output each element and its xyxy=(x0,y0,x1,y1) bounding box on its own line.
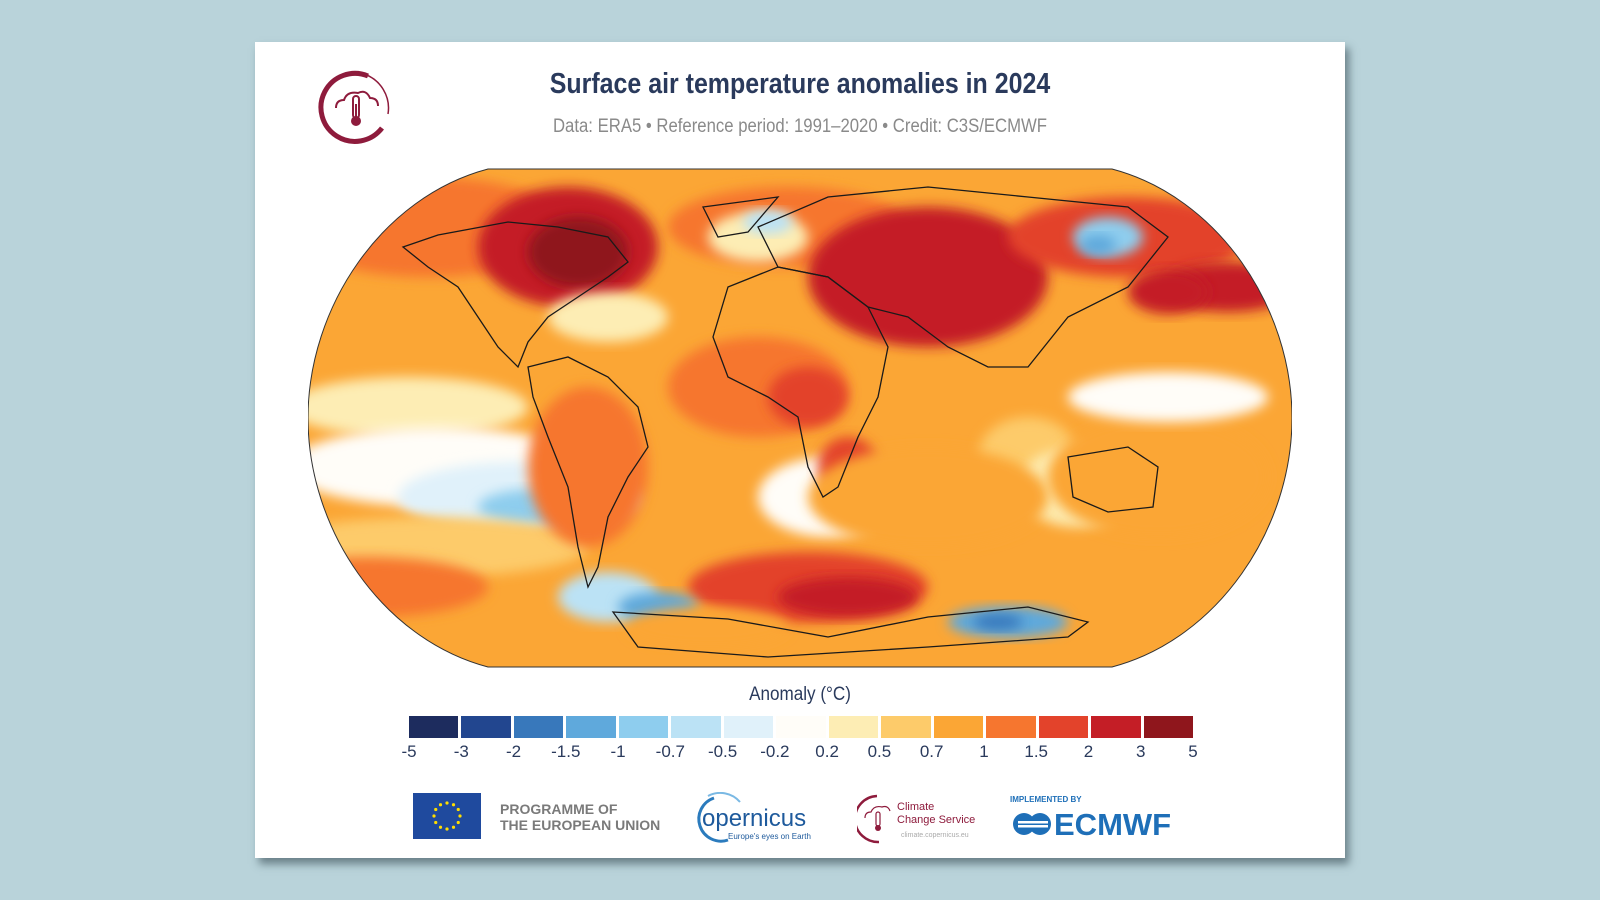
colorbar-tick-label: 2 xyxy=(1083,742,1094,761)
anomaly-region xyxy=(808,207,1048,347)
c3s-line1: Climate xyxy=(897,801,934,813)
anomaly-region xyxy=(1048,417,1268,537)
c3s-line2: Change Service xyxy=(897,814,975,826)
coastline xyxy=(527,356,649,589)
colorbar-tick-label: 0.5 xyxy=(867,742,892,761)
copernicus-tagline: Europe's eyes on Earth xyxy=(728,832,811,841)
c3s-footer-logo: Climate Change Service climate.copernicu… xyxy=(857,794,975,844)
colorbar-tick-label: -3 xyxy=(453,742,469,761)
colorbar-tick-label: 1.5 xyxy=(1024,742,1049,761)
c3s-logo-icon xyxy=(318,70,390,144)
eu-star xyxy=(432,814,436,818)
eu-star xyxy=(434,807,438,812)
copernicus-logo: opernicus Europe's eyes on Earth xyxy=(697,792,811,843)
anomaly-region xyxy=(768,367,848,427)
colorbar-bin xyxy=(461,716,511,738)
coastline xyxy=(611,606,1090,658)
colorbar-tick-label: 0.2 xyxy=(815,742,839,761)
anomaly-region xyxy=(808,447,1048,547)
colorbar-bin xyxy=(513,716,564,738)
eu-star xyxy=(445,801,449,805)
colorbar-bin xyxy=(828,716,879,738)
anomaly-region xyxy=(1128,270,1208,314)
colorbar-tick-label: -0.7 xyxy=(655,742,685,761)
eu-star xyxy=(438,825,443,829)
anomaly-map xyxy=(308,168,1292,668)
eu-star xyxy=(456,807,460,812)
ecmwf-logo: IMPLEMENTED BY ECMWF xyxy=(1010,795,1171,842)
eu-star xyxy=(451,825,456,829)
colorbar-bin xyxy=(986,716,1036,738)
colorbar-bin xyxy=(618,716,669,738)
colorbar-tick-label: 1 xyxy=(979,742,989,761)
colorbar-bin xyxy=(933,716,984,738)
colorbar-bin xyxy=(1143,716,1194,738)
anomaly-region xyxy=(778,577,918,617)
eu-text-line2: THE EUROPEAN UNION xyxy=(500,817,661,833)
colorbar-tick-label: -5 xyxy=(401,742,417,761)
c3s-url: climate.copernicus.eu xyxy=(901,832,969,839)
eu-star xyxy=(438,803,443,807)
ecmwf-wordmark: ECMWF xyxy=(1054,807,1171,842)
anomaly-region xyxy=(1080,235,1116,255)
colorbar-tick-label: 3 xyxy=(1135,742,1146,761)
colorbar-tick-label: -2 xyxy=(505,742,522,761)
colorbar-bin xyxy=(776,716,826,738)
anomaly-region xyxy=(528,217,628,287)
colorbar-tick-label: -0.5 xyxy=(707,742,738,761)
anomaly-region xyxy=(743,210,793,234)
coastline xyxy=(702,196,780,238)
anomaly-region xyxy=(308,377,528,437)
colorbar-bin xyxy=(1038,716,1089,738)
eu-text-line1: PROGRAMME OF xyxy=(500,801,618,817)
colorbar-tick-label: -1.5 xyxy=(551,742,581,761)
eu-programme-text: PROGRAMME OF THE EUROPEAN UNION xyxy=(500,801,660,833)
ecmwf-implemented-by: IMPLEMENTED BY xyxy=(1010,795,1082,804)
eu-flag-icon xyxy=(413,793,481,839)
colorbar-tick-label: -0.2 xyxy=(760,742,790,761)
colorbar-ticks: -5 -3 -2 -1.5 -1 -0.7 -0.5 -0.2 0.2 0.5 0.7 1 1.5 2 3 5 xyxy=(401,742,1197,766)
copernicus-wordmark: opernicus xyxy=(702,805,806,832)
colorbar xyxy=(409,716,1194,738)
colorbar-bin xyxy=(409,716,459,738)
anomaly-region xyxy=(1068,372,1268,422)
map-frame xyxy=(308,168,1292,668)
colorbar-bin xyxy=(723,716,774,738)
coastline xyxy=(401,221,629,369)
chart-title: Surface air temperature anomalies in 202… xyxy=(549,68,1051,100)
anomaly-region xyxy=(528,387,648,547)
eu-star xyxy=(451,803,456,807)
coastline xyxy=(1067,446,1159,513)
colorbar-bin xyxy=(671,716,721,738)
colorbar-tick-label: 5 xyxy=(1188,742,1198,761)
eu-star xyxy=(458,814,462,818)
coastline xyxy=(757,186,1169,368)
chart-subtitle: Data: ERA5 • Reference period: 1991–2020… xyxy=(552,116,1048,137)
eu-star xyxy=(456,820,460,825)
anomaly-region xyxy=(973,614,1023,630)
colorbar-bin xyxy=(566,716,616,738)
legend-title: Anomaly (°C) xyxy=(749,684,851,705)
eu-star xyxy=(445,827,449,831)
colorbar-bin xyxy=(881,716,931,738)
colorbar-tick-label: 0.7 xyxy=(919,742,944,761)
colorbar-tick-label: -1 xyxy=(610,742,626,761)
colorbar-bin xyxy=(1091,716,1141,738)
anomaly-region xyxy=(628,607,788,647)
eu-star xyxy=(434,820,438,825)
anomaly-region xyxy=(548,292,668,342)
